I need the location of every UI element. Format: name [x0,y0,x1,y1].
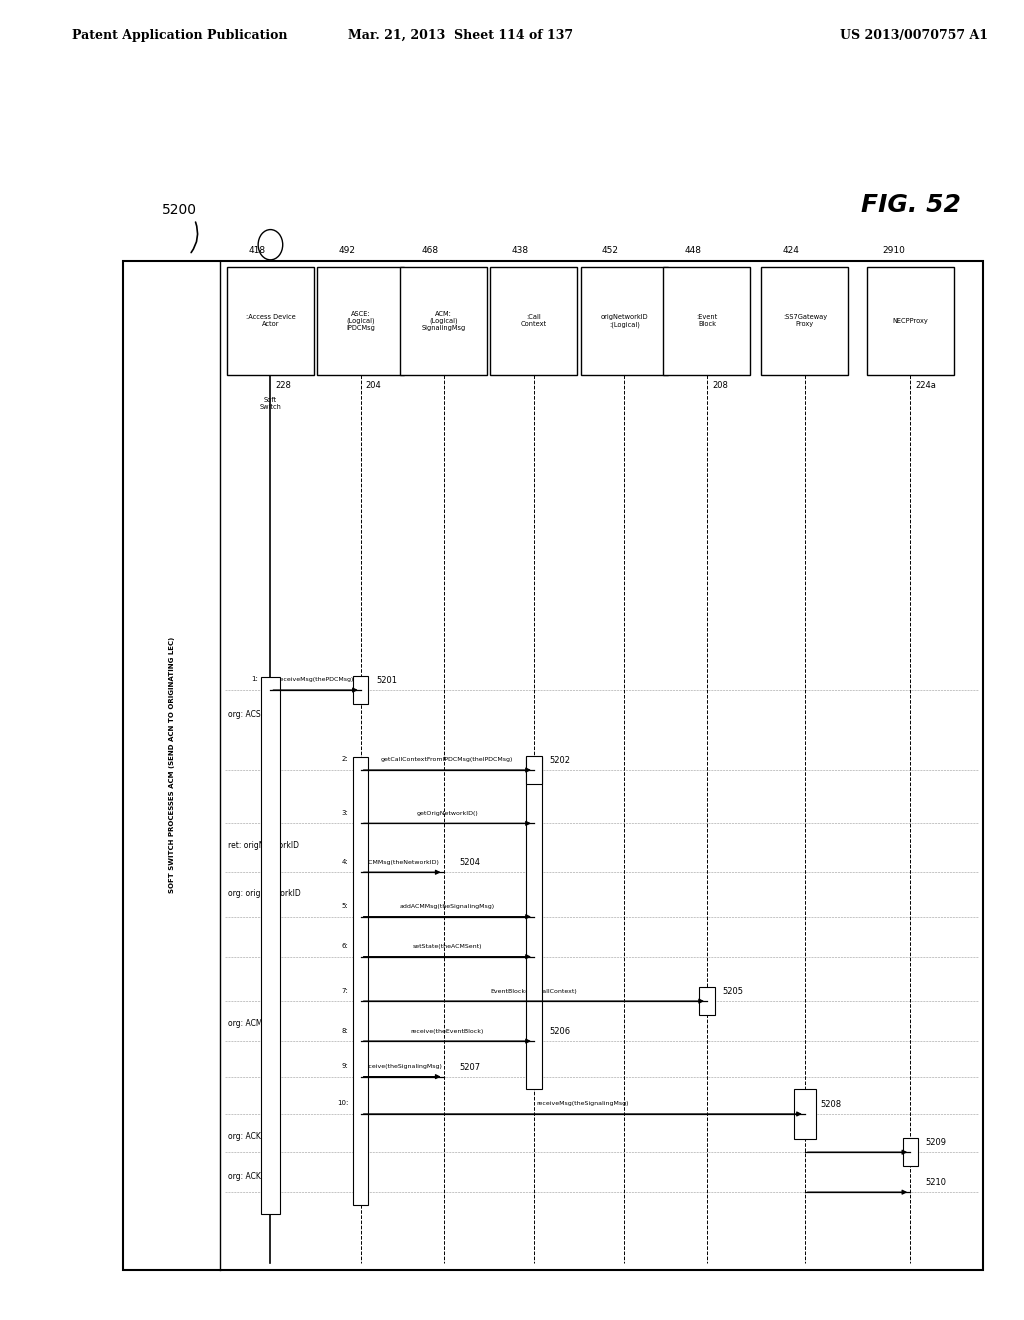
Text: 5207: 5207 [459,1063,480,1072]
Bar [526,756,542,784]
Bar [353,676,369,704]
Text: :Access Device
Actor: :Access Device Actor [246,314,295,327]
Text: 9:: 9: [342,1063,348,1069]
Text: 10:: 10: [337,1101,348,1106]
Text: 208: 208 [712,381,728,389]
Text: 1:: 1: [251,676,258,682]
Bar [761,268,848,375]
Text: 418: 418 [248,246,265,255]
Text: receiveMsg(theSignalingMsg): receiveMsg(theSignalingMsg) [537,1101,629,1106]
Text: org: ACSI: org: ACSI [228,710,263,718]
Text: 492: 492 [339,246,355,255]
Bar [261,677,280,1213]
Text: 448: 448 [685,246,701,255]
Text: 204: 204 [366,381,382,389]
Text: receive(theEventBlock): receive(theEventBlock) [411,1028,484,1034]
Text: 5201: 5201 [376,676,397,685]
Text: 5200: 5200 [162,203,197,216]
Bar [317,268,404,375]
Text: 228: 228 [275,381,292,389]
Bar [400,268,487,375]
Text: 5205: 5205 [722,987,743,997]
Text: 5208: 5208 [820,1100,842,1109]
Text: ACM:
(Logical)
SignalingMsg: ACM: (Logical) SignalingMsg [422,310,466,331]
Text: 6:: 6: [342,942,348,949]
Text: setState(theACMSent): setState(theACMSent) [413,944,482,949]
Bar [581,268,668,375]
Text: 5206: 5206 [549,1027,570,1036]
Text: getCallContextFromIPDCMsg(theIPDCMsg): getCallContextFromIPDCMsg(theIPDCMsg) [381,758,513,763]
Text: Soft
Switch: Soft Switch [259,397,282,411]
Text: receive(theSignalingMsg): receive(theSignalingMsg) [362,1064,442,1069]
Text: NECPProxy: NECPProxy [892,318,928,323]
Text: ret: origNetworkID: ret: origNetworkID [228,841,299,850]
Text: 5210: 5210 [926,1179,946,1187]
Text: 424: 424 [782,246,800,255]
Text: 5202: 5202 [549,756,570,766]
Text: :Event
Block: :Event Block [696,314,718,327]
Bar [902,1138,918,1166]
Text: EventBlock(theCallContext): EventBlock(theCallContext) [490,989,578,994]
Text: 5204: 5204 [459,858,480,867]
Text: 452: 452 [602,246,620,255]
Text: 468: 468 [421,246,438,255]
Text: org: ACM: org: ACM [228,1019,263,1028]
Text: org: origNetworkID: org: origNetworkID [228,890,301,898]
Bar [490,268,578,375]
Bar [664,268,751,375]
Text: :SS7Gateway
Proxy: :SS7Gateway Proxy [782,314,826,327]
Bar [794,1089,816,1139]
Text: ACMMsg(theNetworkID): ACMMsg(theNetworkID) [365,859,439,865]
Text: addACMMsg(theSignalingMsg): addACMMsg(theSignalingMsg) [399,904,495,909]
Text: 4:: 4: [342,859,348,865]
Bar [123,261,983,1270]
Text: 7:: 7: [342,987,348,994]
Text: 438: 438 [512,246,528,255]
Text: Mar. 21, 2013  Sheet 114 of 137: Mar. 21, 2013 Sheet 114 of 137 [348,29,573,42]
Text: org: ACK: org: ACK [228,1131,261,1140]
Bar [526,758,542,1089]
Text: 8:: 8: [342,1027,348,1034]
Text: origNetworkID
:(Logical): origNetworkID :(Logical) [600,314,648,327]
Text: receiveMsg(thePDCMsg): receiveMsg(thePDCMsg) [278,677,353,682]
Text: Patent Application Publication: Patent Application Publication [72,29,287,42]
Text: getOrigNetworkID(): getOrigNetworkID() [417,810,478,816]
Text: 2:: 2: [342,756,348,763]
Text: 5:: 5: [342,903,348,909]
Bar [227,268,314,375]
Text: 5209: 5209 [926,1138,946,1147]
Text: 224a: 224a [915,381,936,389]
Text: org: ACK: org: ACK [228,1172,261,1180]
Bar [866,268,953,375]
Text: FIG. 52: FIG. 52 [861,193,962,216]
Bar [353,758,369,1205]
Text: 2910: 2910 [883,246,905,255]
Text: ASCE:
(Logical)
IPDCMsg: ASCE: (Logical) IPDCMsg [346,310,375,331]
Text: 3:: 3: [342,809,348,816]
Bar [699,987,715,1015]
Text: US 2013/0070757 A1: US 2013/0070757 A1 [840,29,988,42]
Text: SOFT SWITCH PROCESSES ACM (SEND ACN TO ORIGINATING LEC): SOFT SWITCH PROCESSES ACM (SEND ACN TO O… [169,638,174,894]
Text: :Call
Context: :Call Context [521,314,547,327]
